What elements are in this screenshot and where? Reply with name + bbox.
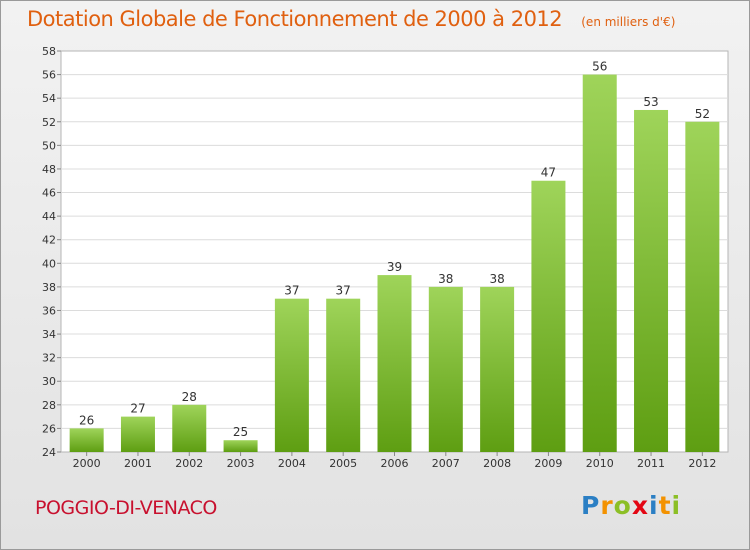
bar-value-label: 26 [79, 413, 94, 427]
chart-unit: (en milliers d'€) [581, 15, 676, 29]
x-tick-label: 2007 [432, 457, 460, 470]
y-tick-label: 28 [42, 399, 56, 412]
bar-value-label: 28 [182, 390, 197, 404]
place-name: POGGIO-DI-VENACO [35, 497, 217, 519]
bar-value-label: 38 [438, 272, 453, 286]
logo-letter: o [613, 491, 632, 520]
bar-value-label: 53 [643, 95, 658, 109]
y-tick-label: 56 [42, 69, 56, 82]
logo-letter: t [658, 491, 672, 520]
y-tick-label: 44 [42, 210, 56, 223]
logo-letter: P [581, 491, 601, 520]
title-block: Dotation Globale de Fonctionnement de 20… [27, 7, 675, 31]
x-tick-label: 2000 [73, 457, 101, 470]
bar-2012 [685, 121, 720, 452]
x-tick-label: 2006 [381, 457, 409, 470]
logo-letter: i [671, 491, 682, 520]
logo-letter: i [649, 491, 659, 520]
y-tick-label: 24 [42, 446, 56, 459]
y-tick-label: 30 [42, 375, 56, 388]
bar-value-label: 39 [387, 260, 402, 274]
y-tick-label: 50 [42, 139, 56, 152]
x-tick-label: 2005 [329, 457, 357, 470]
bar-2007 [428, 286, 463, 452]
bar-2011 [634, 109, 669, 453]
bar-2009 [531, 180, 566, 452]
x-tick-label: 2011 [637, 457, 665, 470]
x-tick-label: 2001 [124, 457, 152, 470]
y-tick-label: 40 [42, 257, 56, 270]
bar-2003 [223, 440, 258, 452]
bar-value-label: 25 [233, 425, 248, 439]
bar-value-label: 47 [541, 166, 556, 180]
logo-letter: x [631, 491, 649, 520]
bar-value-label: 38 [489, 272, 504, 286]
logo-letter: r [600, 491, 614, 520]
y-tick-label: 54 [42, 92, 56, 105]
y-tick-label: 46 [42, 187, 56, 200]
x-tick-label: 2012 [688, 457, 716, 470]
y-tick-label: 48 [42, 163, 56, 176]
bar-2000 [69, 428, 104, 452]
y-axis-ticks: 24 26 28 30 32 34 36 38 40 42 44 46 48 50 52 54 56 58 [42, 45, 61, 459]
bar-value-label: 37 [336, 284, 351, 298]
bar-2001 [120, 416, 155, 452]
y-tick-label: 38 [42, 281, 56, 294]
y-tick-label: 52 [42, 116, 56, 129]
bar-value-label: 27 [130, 402, 145, 416]
x-tick-label: 2003 [227, 457, 255, 470]
y-tick-label: 42 [42, 234, 56, 247]
y-tick-label: 26 [42, 422, 56, 435]
y-tick-label: 36 [42, 304, 56, 317]
bars: 26 27 28 25 37 37 39 38 38 47 56 53 52 [69, 60, 720, 453]
bar-value-label: 56 [592, 60, 607, 74]
bar-2004 [274, 298, 309, 452]
y-tick-label: 34 [42, 328, 56, 341]
bar-2002 [172, 404, 207, 452]
proxiti-logo: Proxiti [581, 491, 681, 520]
bar-2005 [326, 298, 361, 452]
bar-2008 [480, 286, 515, 452]
bar-value-label: 52 [695, 107, 710, 121]
x-tick-label: 2002 [175, 457, 203, 470]
x-tick-label: 2010 [586, 457, 614, 470]
x-tick-label: 2009 [534, 457, 562, 470]
bar-value-label: 37 [284, 284, 299, 298]
x-tick-label: 2004 [278, 457, 306, 470]
x-tick-label: 2008 [483, 457, 511, 470]
y-tick-label: 32 [42, 352, 56, 365]
bar-2006 [377, 275, 412, 452]
bar-2010 [582, 74, 617, 453]
y-tick-label: 58 [42, 45, 56, 58]
chart-title: Dotation Globale de Fonctionnement de 20… [27, 7, 563, 31]
x-axis-ticks: 2000 2001 2002 2003 2004 2005 2006 2007 2008 2009… [73, 452, 716, 470]
